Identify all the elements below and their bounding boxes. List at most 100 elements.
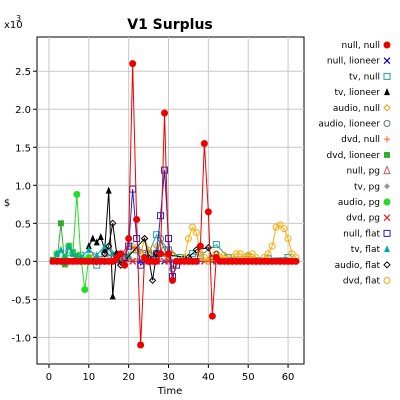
legend-marker [384, 245, 390, 253]
data-point [65, 242, 72, 250]
data-point [153, 257, 161, 265]
series-null-null [49, 60, 300, 349]
x-tick-label: 20 [122, 372, 135, 383]
data-point [204, 257, 212, 265]
legend-item: dvd, lioneer [327, 151, 390, 161]
data-point [212, 241, 220, 249]
data-point [161, 166, 169, 174]
data-point [133, 235, 141, 243]
data-point [85, 242, 92, 250]
legend-label: dvd, pg [346, 214, 380, 224]
y-tick-label: 1.0 [15, 181, 31, 192]
data-point [288, 250, 296, 258]
legend-marker [383, 72, 391, 80]
x-tick-label: 40 [202, 372, 215, 383]
data-point [148, 276, 157, 285]
data-point [137, 341, 145, 349]
y-tick-label: -0.5 [11, 295, 31, 306]
legend: null, null null, lioneer tv, null tv, lione… [318, 41, 391, 287]
data-point [105, 242, 113, 250]
legend-marker [384, 151, 390, 158]
legend-label: audio, pg [338, 198, 380, 208]
data-point [272, 223, 280, 231]
legend-item: dvd, pg [346, 214, 391, 224]
legend-marker [383, 104, 391, 112]
plot-area [36, 36, 305, 365]
legend-marker [384, 88, 390, 96]
legend-item: dvd, null [341, 135, 390, 145]
legend-item: audio, null [333, 104, 391, 114]
data-point [196, 242, 204, 250]
y-tick-label: 2.5 [15, 67, 31, 78]
data-point [117, 250, 125, 258]
data-point [264, 250, 272, 258]
legend-label: tv, lioneer [334, 88, 380, 98]
legend-marker [383, 229, 391, 237]
legend-label: tv, flat [351, 245, 381, 255]
legend-marker [384, 136, 390, 143]
legend-label: null, lioneer [327, 57, 380, 67]
legend-marker [383, 277, 391, 284]
data-point [81, 285, 89, 293]
x-tick-label: 30 [162, 372, 175, 383]
data-point [204, 243, 213, 252]
y-tick-label: 0.5 [15, 219, 31, 230]
data-point [53, 249, 60, 257]
legend-label: tv, null [349, 72, 380, 82]
legend-label: dvd, flat [343, 277, 381, 287]
data-point [121, 261, 129, 269]
legend-item: dvd, flat [343, 277, 391, 287]
legend-label: null, pg [346, 167, 380, 177]
legend-item: null, lioneer [327, 57, 391, 67]
series-line [156, 236, 173, 270]
data-point [93, 251, 100, 259]
data-point [184, 235, 192, 243]
series-layer [49, 60, 300, 349]
legend-marker [383, 261, 391, 269]
legend-item: tv, pg [354, 182, 390, 192]
data-point [105, 186, 112, 194]
data-point [168, 276, 176, 284]
x-tick-label: 10 [82, 372, 95, 383]
legend-marker [383, 41, 391, 49]
data-point [129, 257, 137, 265]
data-point [57, 245, 64, 253]
data-point [161, 109, 169, 117]
legend-label: null, null [341, 41, 380, 51]
data-point [284, 235, 292, 243]
data-point [153, 231, 161, 239]
legend-marker [383, 214, 391, 222]
legend-marker [383, 57, 391, 65]
data-point [101, 242, 108, 250]
data-point [232, 250, 240, 258]
y-tick-label: 1.5 [15, 143, 31, 154]
data-point [292, 257, 300, 265]
data-point [109, 292, 116, 300]
data-point [200, 254, 208, 262]
data-point [140, 234, 149, 243]
legend-label: null, flat [343, 229, 380, 239]
data-point [85, 245, 92, 253]
legend-item: null, null [341, 41, 391, 51]
data-point [192, 228, 200, 236]
series-line [108, 258, 229, 261]
legend-label: dvd, null [341, 135, 380, 145]
data-point [125, 242, 133, 250]
legend-item: audio, lioneer [318, 120, 391, 130]
data-point [129, 60, 137, 68]
legend-label: audio, lioneer [318, 120, 380, 130]
x-tick-label: 0 [46, 372, 52, 383]
data-point [101, 250, 109, 258]
data-point [161, 246, 169, 254]
data-point [236, 250, 244, 258]
y-multiplier: x10 3 [4, 14, 23, 31]
legend-item: audio, pg [338, 198, 391, 208]
y-tick-label: -1.0 [11, 333, 31, 344]
y-tick-label: 2.0 [15, 105, 31, 116]
data-point [109, 219, 117, 228]
axes: 0 10 20 30 40 50 60 -1.0 -0.5 0.0 0.5 1.0 1.5 2.0 2.5 [11, 67, 294, 383]
legend-item: tv, lioneer [334, 88, 390, 98]
x-axis-label: Time [157, 386, 182, 397]
data-point [125, 251, 132, 259]
legend-marker [384, 183, 390, 190]
